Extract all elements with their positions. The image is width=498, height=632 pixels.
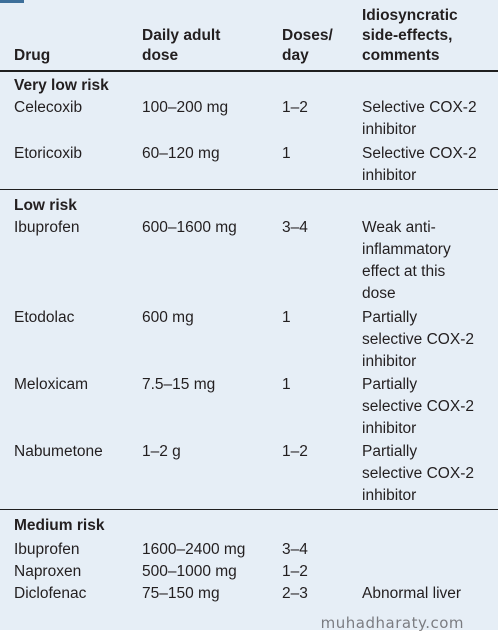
header-daily-dose: Daily adult dose <box>142 27 221 64</box>
table-cell-dose: 7.5–15 mg <box>142 376 216 393</box>
table-cell-drug: Nabumetone <box>14 443 103 460</box>
section-title-low-risk: Low risk <box>14 197 77 214</box>
table-cell-dose: 1–2 g <box>142 443 181 460</box>
table-cell-comment: Partially selective COX-2 inhibitor <box>362 376 474 437</box>
table-cell-comment: Weak anti- inflammatory effect at this d… <box>362 219 451 302</box>
table-cell-doses: 1–2 <box>282 443 308 460</box>
table-cell-drug: Etoricoxib <box>14 145 83 162</box>
table-cell-drug: Diclofenac <box>14 585 87 602</box>
table-cell-doses: 1–2 <box>282 563 308 580</box>
watermark-text: muhadharaty.com <box>320 614 464 632</box>
table-cell-comment: Abnormal liver <box>362 585 462 602</box>
header-doses-per-day: Doses/ day <box>282 27 333 64</box>
table-cell-comment: Selective COX-2 inhibitor <box>362 145 477 184</box>
table-cell-dose: 500–1000 mg <box>142 563 237 580</box>
table-cell-dose: 100–200 mg <box>142 99 229 116</box>
table-cell-drug: Ibuprofen <box>14 219 80 236</box>
table-cell-comment: Partially selective COX-2 inhibitor <box>362 309 474 370</box>
table-cell-comment: Partially selective COX-2 inhibitor <box>362 443 474 504</box>
table-cell-doses: 1–2 <box>282 99 308 116</box>
table-cell-comment: Selective COX-2 inhibitor <box>362 99 477 138</box>
table-cell-doses: 1 <box>282 309 291 326</box>
header-drug: Drug <box>14 47 51 64</box>
table-cell-dose: 600–1600 mg <box>142 219 237 236</box>
table-cell-drug: Naproxen <box>14 563 82 580</box>
section-rule <box>0 509 498 510</box>
table-cell-doses: 3–4 <box>282 541 308 558</box>
table-cell-drug: Etodolac <box>14 309 75 326</box>
table-cell-dose: 75–150 mg <box>142 585 220 602</box>
section-title-very-low-risk: Very low risk <box>14 77 109 94</box>
table-cell-drug: Meloxicam <box>14 376 89 393</box>
header-rule <box>0 70 498 72</box>
table-cell-doses: 3–4 <box>282 219 308 236</box>
table-cell-drug: Ibuprofen <box>14 541 80 558</box>
table-cell-dose: 600 mg <box>142 309 194 326</box>
table-cell-doses: 1 <box>282 145 291 162</box>
table-cell-dose: 1600–2400 mg <box>142 541 246 558</box>
section-title-medium-risk: Medium risk <box>14 517 105 534</box>
table-cell-doses: 1 <box>282 376 291 393</box>
table-cell-doses: 2–3 <box>282 585 308 602</box>
top-accent-bar <box>0 0 24 3</box>
table-cell-drug: Celecoxib <box>14 99 83 116</box>
table-cell-dose: 60–120 mg <box>142 145 220 162</box>
header-comments: Idiosyncratic side-effects, comments <box>362 7 458 64</box>
section-rule <box>0 189 498 190</box>
